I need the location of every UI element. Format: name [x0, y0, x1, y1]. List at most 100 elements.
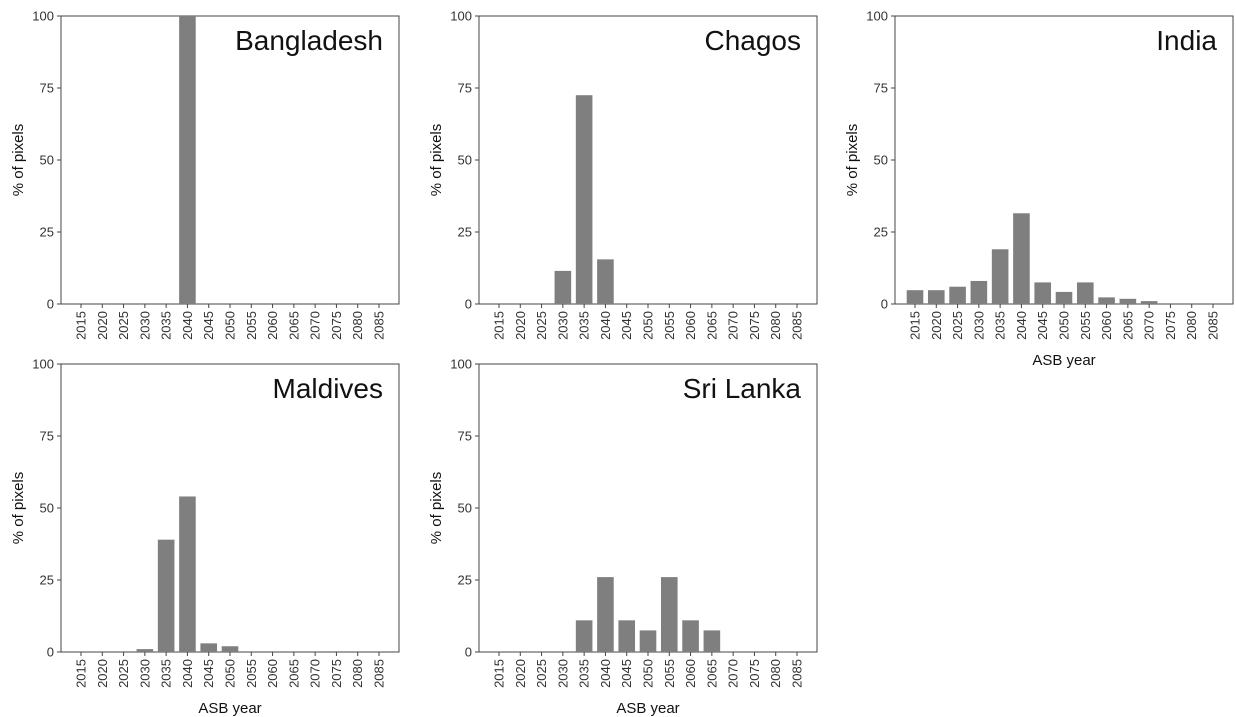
x-tick-label: 2020: [513, 311, 528, 340]
x-tick-label: 2025: [116, 659, 131, 688]
x-tick-label: 2080: [350, 659, 365, 688]
plot-frame: [60, 363, 400, 653]
x-tick-label: 2045: [1035, 311, 1050, 340]
bar-2045: [200, 643, 218, 652]
y-tick-label: 0: [881, 297, 888, 312]
x-tick-label: 2030: [555, 659, 570, 688]
x-tick-label: 2085: [372, 311, 387, 340]
y-axis-label: % of pixels: [428, 124, 445, 197]
x-axis-label: ASB year: [1032, 352, 1095, 369]
panel-maldives: 0 25 50 75 100 % of pixels 2015 2020 2025 2030 203…: [10, 357, 400, 717]
y-tick-label: 100: [32, 9, 54, 24]
y-tick-label: 25: [458, 573, 472, 588]
x-tick-label: 2055: [662, 311, 677, 340]
x-tick-label: 2025: [534, 659, 549, 688]
bar-2035: [575, 95, 593, 304]
x-tick-label: 2015: [74, 659, 89, 688]
panel-bangladesh: 0 25 50 75 100 % of pixels 2015 2020 2025 2030 203…: [10, 9, 400, 340]
x-tick-label: 2040: [598, 659, 613, 688]
x-tick-label: 2035: [577, 659, 592, 688]
x-tick-label: 2075: [747, 311, 762, 340]
x-tick-label: 2050: [641, 311, 656, 340]
y-tick-label: 50: [458, 153, 472, 168]
y-tick-label: 50: [874, 153, 888, 168]
x-tick-label: 2080: [350, 311, 365, 340]
x-tick-label: 2075: [329, 659, 344, 688]
x-tick-label: 2060: [683, 311, 698, 340]
x-tick-label: 2070: [308, 659, 323, 688]
bar-2045: [1034, 282, 1052, 304]
x-tick-label: 2025: [950, 311, 965, 340]
bar-2030: [970, 280, 988, 304]
x-tick-label: 2055: [662, 659, 677, 688]
y-axis-label: % of pixels: [428, 472, 445, 545]
y-axis-label: % of pixels: [844, 124, 861, 197]
x-tick-label: 2050: [1057, 311, 1072, 340]
bar-2040: [1013, 213, 1030, 304]
y-tick-label: 100: [866, 9, 888, 24]
x-tick-label: 2040: [598, 311, 613, 340]
bar-2040: [179, 16, 196, 304]
x-axis-label: ASB year: [198, 700, 261, 717]
x-tick-label: 2070: [1142, 311, 1157, 340]
bar-2050: [221, 646, 239, 652]
x-tick-label: 2015: [908, 311, 923, 340]
bar-2045: [618, 620, 636, 652]
panel-chagos: 0 25 50 75 100 % of pixels 2015 2020 2025 2030 203…: [428, 9, 818, 340]
bar-2015: [906, 290, 924, 304]
x-tick-label: 2035: [993, 311, 1008, 340]
y-tick-label: 100: [32, 357, 54, 372]
bar-2065: [703, 630, 721, 652]
x-tick-label: 2015: [74, 311, 89, 340]
x-tick-label: 2065: [1120, 311, 1135, 340]
x-tick-label: 2045: [619, 659, 634, 688]
x-tick-label: 2060: [1099, 311, 1114, 340]
x-tick-label: 2020: [929, 311, 944, 340]
bar-2055: [1076, 282, 1094, 304]
panel-title: Sri Lanka: [683, 373, 802, 404]
y-tick-label: 25: [458, 225, 472, 240]
panel-title: Bangladesh: [235, 25, 383, 56]
x-tick-label: 2085: [790, 659, 805, 688]
panel-title: Maldives: [273, 373, 383, 404]
y-tick-label: 25: [40, 573, 54, 588]
bar-2035: [575, 620, 593, 652]
x-tick-label: 2050: [223, 659, 238, 688]
bar-2035: [991, 249, 1009, 304]
x-tick-label: 2040: [180, 311, 195, 340]
bar-2030: [554, 270, 572, 304]
panel-sri-lanka: 0 25 50 75 100 % of pixels 2015 2020 2025 2030 203…: [428, 357, 818, 717]
x-tick-label: 2050: [641, 659, 656, 688]
y-axis-label: % of pixels: [10, 124, 27, 197]
y-tick-label: 25: [874, 225, 888, 240]
x-tick-label: 2060: [265, 659, 280, 688]
panel-india: 0 25 50 75 100 % of pixels 2015 2020 2025 2030 203…: [844, 9, 1234, 369]
x-tick-label: 2045: [619, 311, 634, 340]
x-tick-label: 2080: [768, 659, 783, 688]
x-tick-label: 2030: [137, 311, 152, 340]
panel-title: Chagos: [704, 25, 801, 56]
x-tick-label: 2085: [790, 311, 805, 340]
y-tick-label: 25: [40, 225, 54, 240]
y-tick-label: 75: [40, 81, 54, 96]
x-tick-label: 2065: [286, 311, 301, 340]
bar-2040: [597, 259, 614, 304]
panel-title: India: [1156, 25, 1217, 56]
x-tick-label: 2055: [244, 311, 259, 340]
bar-2040: [179, 496, 196, 652]
bar-2070: [1140, 301, 1158, 304]
bar-2035: [157, 539, 175, 652]
x-tick-label: 2030: [137, 659, 152, 688]
y-tick-label: 75: [874, 81, 888, 96]
bar-2020: [927, 290, 945, 304]
bar-2055: [660, 577, 678, 652]
x-tick-label: 2045: [201, 311, 216, 340]
x-tick-label: 2020: [513, 659, 528, 688]
x-tick-label: 2035: [159, 311, 174, 340]
y-tick-label: 50: [40, 153, 54, 168]
y-axis-label: % of pixels: [10, 472, 27, 545]
bar-2060: [1098, 297, 1115, 304]
bar-2030: [136, 649, 154, 652]
y-tick-label: 50: [40, 501, 54, 516]
